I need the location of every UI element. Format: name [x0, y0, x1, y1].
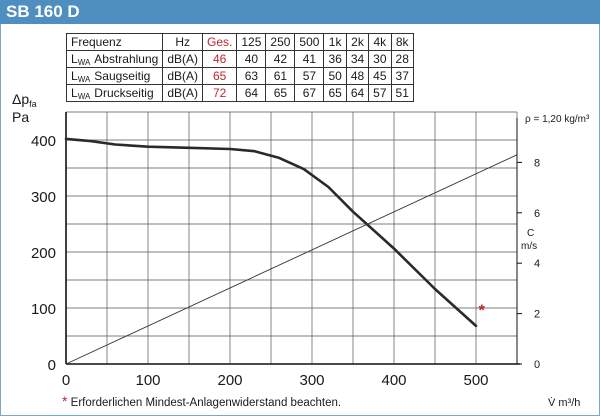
x-tick-label: 300: [299, 372, 324, 389]
table-row: LWA Abstrahlung dB(A) 46 40 42 41 36 34 …: [66, 50, 414, 68]
y-axis-symbol: Δp: [12, 91, 29, 107]
lw-symbol: L: [71, 85, 78, 100]
y-tick-label: 300: [31, 189, 56, 206]
x-tick-label: 0: [62, 372, 70, 389]
fan-curve-line: [64, 137, 478, 328]
lw-subscript: WA: [77, 57, 91, 67]
table-cell: 28: [390, 50, 414, 68]
y2-tick-label: 6: [534, 208, 540, 220]
table-cell: 65: [202, 67, 238, 85]
y-tick-label: 200: [31, 245, 56, 262]
lw-subscript: WA: [77, 91, 91, 101]
velocity-line: [65, 154, 518, 365]
axes: 0 100 200 300 400 500 0 100 200 300 400 0 2 4 6 8: [31, 112, 540, 389]
y-axis-subscript: fa: [29, 99, 37, 109]
table-row: LWA Saugseitig dB(A) 65 63 61 57 50 48 4…: [66, 67, 414, 85]
axis-labels: Δpfa Pa ρ = 1,20 kg/m³ C m/s V̇ m³/h: [12, 91, 590, 409]
table-cell: dB(A): [162, 84, 204, 102]
table-cell: 42: [265, 50, 296, 68]
table-cell: 40: [236, 50, 267, 68]
header-cell: 250: [265, 33, 296, 51]
table-row: LWA Druckseitig dB(A) 72 64 65 67 65 64 …: [66, 84, 414, 102]
y2-axis-unit: m/s: [521, 241, 537, 252]
y2-axis-title: C: [527, 228, 534, 239]
x-axis-title: V̇ m³/h: [548, 396, 580, 409]
table-cell: 72: [202, 84, 238, 102]
table-cell: 41: [294, 50, 325, 68]
header-cell: 4k: [368, 33, 392, 51]
x-tick-label: 400: [381, 372, 406, 389]
y-tick-label: 0: [48, 357, 56, 374]
table-cell: 57: [368, 84, 392, 102]
table-cell: 51: [390, 84, 414, 102]
y-tick-label: 100: [31, 301, 56, 318]
header-cell: 125: [236, 33, 267, 51]
x-tick-label: 200: [217, 372, 242, 389]
product-title: SB 160 D: [6, 2, 80, 21]
y2-tick-label: 2: [534, 309, 540, 321]
table-cell: 65: [265, 84, 296, 102]
density-label: ρ = 1,20 kg/m³: [525, 114, 590, 125]
table-cell: LWA: [66, 84, 91, 102]
table-cell: Druckseitig: [90, 84, 164, 102]
table-cell: 37: [390, 67, 414, 85]
footnote-text: Erforderlichen Mindest-Anlagenwiderstand…: [70, 397, 342, 409]
table-cell: 46: [202, 50, 238, 68]
y-axis-unit: Pa: [12, 109, 29, 125]
table-cell: 64: [236, 84, 267, 102]
lw-symbol: L: [71, 68, 78, 83]
grid: [65, 111, 518, 365]
table-cell: Abstrahlung: [90, 50, 164, 68]
series: *: [64, 137, 518, 365]
footnote: * Erforderlichen Mindest-Anlagenwidersta…: [62, 393, 341, 409]
y2-tick-label: 4: [534, 258, 540, 270]
title-bar: SB 160 D: [0, 0, 600, 24]
minimum-resistance-marker: *: [479, 303, 486, 320]
header-cell: 8k: [390, 33, 414, 51]
lw-symbol: L: [71, 51, 78, 66]
table-cell: 64: [345, 84, 370, 102]
footnote-star: *: [62, 393, 68, 409]
table-header-row: Frequenz Hz Ges. 125 250 500 1k 2k 4k 8k: [65, 33, 414, 51]
table-cell: LWA: [66, 50, 91, 68]
x-tick-label: 100: [135, 372, 160, 389]
x-tick-label: 500: [463, 372, 488, 389]
y2-tick-label: 8: [534, 157, 540, 169]
lw-subscript: WA: [77, 74, 91, 84]
header-cell: Frequenz: [65, 33, 164, 51]
y-tick-label: 400: [31, 133, 56, 150]
table-cell: 65: [323, 84, 347, 102]
y-axis-title: Δpfa: [12, 91, 37, 109]
y2-tick-label: 0: [534, 359, 540, 371]
sound-power-table: Frequenz Hz Ges. 125 250 500 1k 2k 4k 8k…: [65, 33, 414, 102]
